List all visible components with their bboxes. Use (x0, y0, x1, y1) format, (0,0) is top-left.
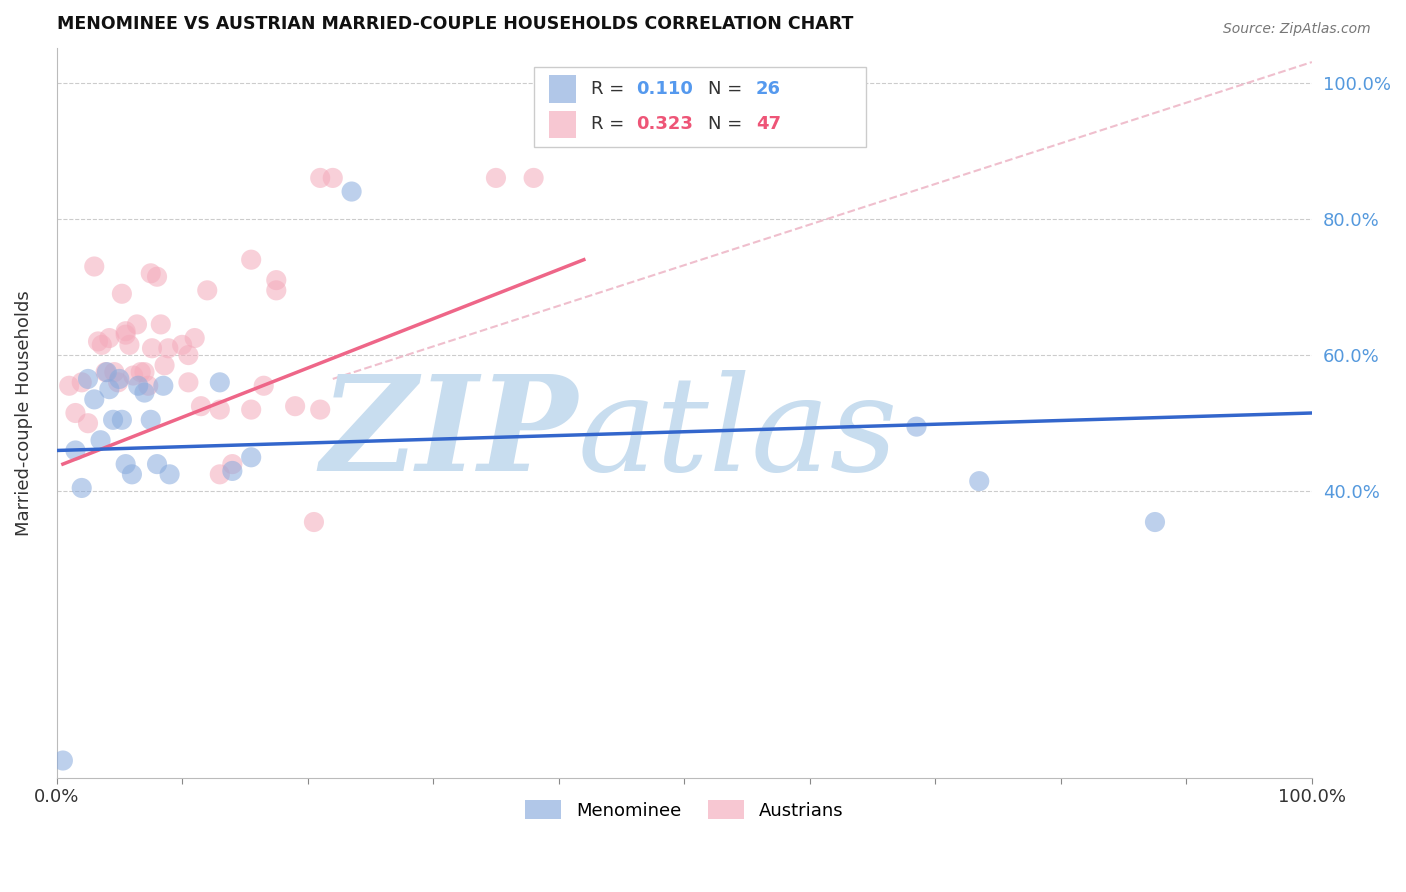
Point (90, 338, 112, 352)
Text: atlas: atlas (578, 370, 898, 500)
Point (94, 365, 117, 379)
Point (65, 443, 87, 458)
Point (77, 372, 100, 386)
Point (183, 331, 205, 345)
Y-axis label: Married-couple Households: Married-couple Households (15, 290, 32, 536)
FancyBboxPatch shape (534, 67, 866, 147)
Point (70, 376, 93, 390)
Text: 0.110: 0.110 (637, 80, 693, 98)
Point (905, 419, 928, 434)
Text: 0.323: 0.323 (637, 115, 693, 134)
Point (284, 399, 307, 413)
Point (322, 170, 344, 185)
Point (177, 376, 200, 390)
Point (103, 365, 125, 379)
Point (141, 341, 163, 355)
Point (146, 457, 169, 471)
Bar (548, 75, 576, 103)
Point (77, 416, 100, 430)
Point (266, 273, 288, 287)
Point (107, 376, 129, 390)
Point (523, 170, 546, 185)
Point (309, 170, 332, 185)
Point (253, 378, 276, 392)
Point (309, 402, 332, 417)
Point (240, 402, 263, 417)
Point (108, 372, 131, 386)
Point (52, 754, 75, 768)
Point (58, 378, 80, 392)
Point (172, 338, 194, 352)
Point (139, 266, 162, 280)
Point (83, 260, 105, 274)
Point (485, 170, 508, 185)
Legend: Menominee, Austrians: Menominee, Austrians (517, 793, 851, 827)
Text: 47: 47 (756, 115, 780, 134)
Point (208, 467, 231, 482)
Point (136, 378, 159, 392)
Text: ZIP: ZIP (321, 370, 578, 500)
Point (129, 365, 152, 379)
Point (208, 376, 231, 390)
Point (114, 457, 136, 471)
Point (65, 406, 87, 420)
Point (98, 382, 121, 396)
Point (70, 481, 93, 495)
Point (240, 450, 263, 465)
Point (125, 318, 148, 332)
Point (134, 365, 156, 379)
Bar (548, 111, 576, 138)
Text: N =: N = (709, 80, 748, 98)
Text: MENOMINEE VS AUSTRIAN MARRIED-COUPLE HOUSEHOLDS CORRELATION CHART: MENOMINEE VS AUSTRIAN MARRIED-COUPLE HOU… (56, 15, 853, 33)
Point (101, 413, 124, 427)
Point (149, 318, 172, 332)
Point (127, 378, 149, 392)
Point (266, 284, 288, 298)
Point (195, 284, 218, 298)
Point (340, 185, 363, 199)
Point (221, 464, 243, 478)
Point (146, 269, 169, 284)
Point (121, 467, 143, 482)
Point (122, 368, 145, 383)
Point (111, 286, 134, 301)
Point (240, 252, 263, 267)
Point (96, 365, 118, 379)
Point (114, 327, 136, 342)
Point (118, 338, 141, 352)
Point (177, 348, 200, 362)
Text: N =: N = (709, 115, 748, 134)
Text: R =: R = (592, 80, 630, 98)
Text: 26: 26 (756, 80, 780, 98)
Point (134, 385, 156, 400)
Text: R =: R = (592, 115, 630, 134)
Point (83, 392, 105, 407)
Point (208, 402, 231, 417)
Point (111, 413, 134, 427)
Point (302, 515, 325, 529)
Point (157, 341, 180, 355)
Point (90, 434, 112, 448)
Point (1143, 515, 1166, 529)
Point (139, 413, 162, 427)
Point (221, 457, 243, 471)
Point (153, 359, 176, 373)
Point (152, 378, 174, 392)
Point (98, 331, 121, 345)
Point (87, 334, 110, 349)
Point (190, 399, 212, 413)
Point (114, 324, 136, 338)
Text: Source: ZipAtlas.com: Source: ZipAtlas.com (1223, 22, 1371, 37)
Point (159, 467, 181, 482)
Point (967, 474, 990, 488)
